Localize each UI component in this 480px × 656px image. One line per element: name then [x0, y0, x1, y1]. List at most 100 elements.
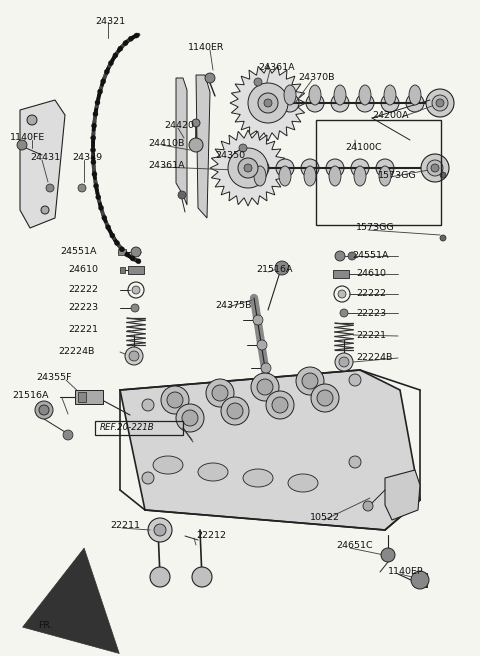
Circle shape [161, 386, 189, 414]
Circle shape [349, 374, 361, 386]
Circle shape [125, 252, 130, 257]
Ellipse shape [198, 463, 228, 481]
Bar [78, 392, 86, 402]
Text: 22223: 22223 [68, 304, 98, 312]
Text: 10522: 10522 [310, 514, 340, 522]
Circle shape [254, 78, 262, 86]
Circle shape [205, 73, 215, 83]
Polygon shape [120, 370, 420, 530]
Circle shape [228, 148, 268, 188]
Circle shape [302, 373, 318, 389]
Circle shape [91, 159, 96, 165]
Circle shape [189, 138, 203, 152]
Circle shape [129, 36, 133, 41]
Ellipse shape [354, 166, 366, 186]
Circle shape [248, 83, 288, 123]
Circle shape [39, 405, 49, 415]
Ellipse shape [279, 166, 291, 186]
Bar [118, 249, 126, 255]
Polygon shape [210, 130, 286, 206]
Circle shape [251, 159, 269, 177]
Circle shape [102, 215, 107, 220]
Text: 24420: 24420 [164, 121, 194, 131]
Polygon shape [20, 100, 65, 228]
Circle shape [91, 148, 96, 153]
Circle shape [120, 247, 124, 252]
Circle shape [96, 195, 101, 199]
Ellipse shape [288, 474, 318, 492]
Circle shape [182, 410, 198, 426]
Text: REF.20-221B: REF.20-221B [100, 424, 155, 432]
Circle shape [306, 94, 324, 112]
Text: 24370B: 24370B [298, 73, 335, 83]
Circle shape [257, 379, 273, 395]
Text: 21516A: 21516A [256, 266, 292, 274]
Circle shape [78, 184, 86, 192]
Text: 22224B: 22224B [58, 348, 95, 356]
Ellipse shape [384, 85, 396, 105]
Circle shape [110, 233, 115, 238]
Ellipse shape [379, 166, 391, 186]
Circle shape [130, 256, 135, 261]
Text: 22222: 22222 [68, 285, 98, 295]
Circle shape [129, 351, 139, 361]
Text: 1140ER: 1140ER [188, 43, 225, 52]
Circle shape [411, 571, 429, 589]
Text: 22212: 22212 [196, 531, 226, 541]
Text: 22223: 22223 [356, 308, 386, 318]
Circle shape [148, 518, 172, 542]
Text: 24350: 24350 [215, 150, 245, 159]
Circle shape [212, 385, 228, 401]
Text: FR.: FR. [38, 621, 53, 630]
Text: 22221: 22221 [356, 331, 386, 340]
Text: 24200A: 24200A [372, 110, 408, 119]
Ellipse shape [359, 85, 371, 105]
Circle shape [176, 404, 204, 432]
Text: 24551A: 24551A [60, 247, 96, 256]
Circle shape [91, 135, 96, 140]
Circle shape [95, 100, 100, 105]
Circle shape [276, 159, 294, 177]
Circle shape [356, 94, 374, 112]
Text: 22224B: 22224B [356, 354, 392, 363]
Text: 1140FE: 1140FE [10, 134, 45, 142]
Circle shape [167, 392, 183, 408]
Circle shape [335, 353, 353, 371]
Text: 24410B: 24410B [148, 138, 184, 148]
Ellipse shape [334, 85, 346, 105]
Circle shape [101, 79, 106, 84]
Circle shape [258, 93, 278, 113]
Circle shape [311, 384, 339, 412]
Circle shape [264, 99, 272, 107]
Circle shape [351, 159, 369, 177]
Circle shape [421, 154, 449, 182]
Circle shape [227, 403, 243, 419]
Ellipse shape [243, 469, 273, 487]
Text: 24651C: 24651C [336, 541, 372, 550]
Text: 22211: 22211 [110, 522, 140, 531]
Circle shape [427, 160, 443, 176]
Circle shape [296, 367, 324, 395]
Text: 1140EP: 1140EP [388, 567, 424, 577]
Ellipse shape [304, 166, 316, 186]
Text: 24610: 24610 [68, 266, 98, 274]
Polygon shape [196, 75, 210, 218]
Circle shape [142, 472, 154, 484]
Text: 1573GG: 1573GG [378, 171, 417, 180]
Circle shape [436, 99, 444, 107]
Circle shape [123, 41, 128, 45]
Circle shape [272, 397, 288, 413]
Bar [415, 573, 427, 587]
Ellipse shape [309, 85, 321, 105]
Text: 24100C: 24100C [345, 144, 382, 152]
Circle shape [275, 261, 289, 275]
Text: 24361A: 24361A [148, 161, 185, 169]
Bar [333, 270, 349, 278]
Circle shape [150, 567, 170, 587]
Circle shape [338, 290, 346, 298]
Circle shape [154, 524, 166, 536]
Circle shape [136, 258, 141, 264]
Circle shape [108, 60, 113, 66]
Text: 24431: 24431 [30, 154, 60, 163]
Circle shape [113, 53, 118, 58]
